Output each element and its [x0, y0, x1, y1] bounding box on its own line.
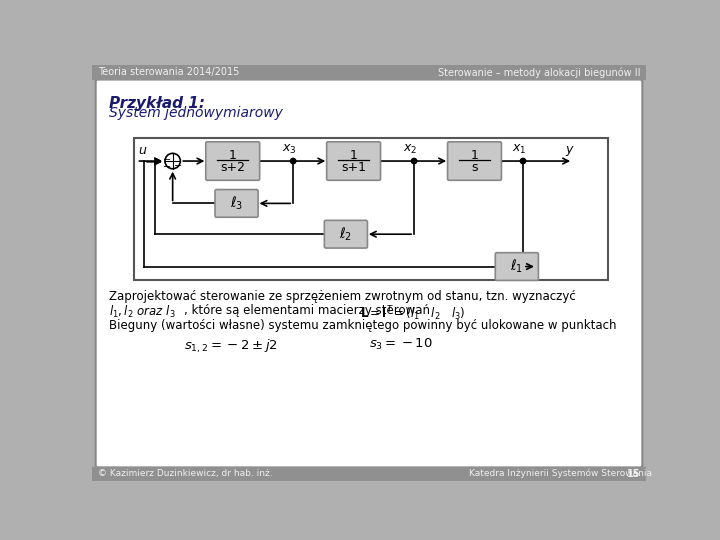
Circle shape — [411, 158, 417, 164]
Text: 1: 1 — [471, 149, 478, 162]
Text: $\ell_2$: $\ell_2$ — [339, 226, 353, 243]
Text: $l_1, l_2\ \mathit{oraz}\ l_3$: $l_1, l_2\ \mathit{oraz}\ l_3$ — [109, 304, 175, 320]
Text: Sterowanie – metody alokacji biegunów II: Sterowanie – metody alokacji biegunów II — [438, 68, 640, 78]
Text: 1: 1 — [350, 149, 358, 162]
Text: Teoria sterowania 2014/2015: Teoria sterowania 2014/2015 — [98, 68, 239, 78]
Text: s+1: s+1 — [341, 161, 366, 174]
Text: 1: 1 — [229, 149, 237, 162]
Text: System jednowymiarowy: System jednowymiarowy — [109, 106, 283, 120]
Text: $s_3 = -10$: $s_3 = -10$ — [369, 338, 433, 353]
FancyBboxPatch shape — [215, 190, 258, 217]
Text: Zaprojektować sterowanie ze sprzężeniem zwrotnym od stanu, tzn. wyznaczyć: Zaprojektować sterowanie ze sprzężeniem … — [109, 289, 575, 302]
Text: y: y — [565, 143, 572, 156]
FancyBboxPatch shape — [324, 220, 367, 248]
Text: Bieguny (wartości własne) systemu zamkniętego powinny być ulokowane w punktach: Bieguny (wartości własne) systemu zamkni… — [109, 319, 616, 332]
Text: 15: 15 — [626, 469, 640, 478]
Text: s: s — [472, 161, 478, 174]
Text: Katedra Inżynierii Systemów Sterowania: Katedra Inżynierii Systemów Sterowania — [469, 469, 652, 478]
Bar — [134, 138, 608, 280]
Text: u: u — [139, 144, 147, 157]
Bar — [92, 467, 647, 481]
Text: © Kazimierz Duzinkiewicz, dr hab. inż.: © Kazimierz Duzinkiewicz, dr hab. inż. — [98, 469, 273, 478]
FancyBboxPatch shape — [327, 142, 381, 180]
Text: , które są elementami macierzy sterowań: , które są elementami macierzy sterowań — [184, 304, 431, 318]
FancyBboxPatch shape — [206, 142, 260, 180]
Text: $\mathbf{L} = \mathbf{l}^T = \left(l_1 \quad l_2 \quad l_3\right)$: $\mathbf{L} = \mathbf{l}^T = \left(l_1 \… — [360, 304, 465, 323]
FancyBboxPatch shape — [448, 142, 501, 180]
Text: $\ell_1$: $\ell_1$ — [510, 258, 523, 275]
Text: $x_2$: $x_2$ — [403, 143, 418, 156]
Bar — [92, 65, 647, 79]
Text: −: − — [174, 161, 182, 171]
Circle shape — [165, 153, 180, 168]
FancyBboxPatch shape — [495, 253, 539, 280]
Text: $x_1$: $x_1$ — [512, 143, 526, 156]
Text: −: − — [163, 154, 171, 165]
Text: $\ell_3$: $\ell_3$ — [230, 195, 243, 212]
Text: $s_{1,2} = -2 \pm j2$: $s_{1,2} = -2 \pm j2$ — [184, 338, 278, 355]
Text: $x_3$: $x_3$ — [282, 143, 297, 156]
Text: Przykład 1:: Przykład 1: — [109, 96, 204, 111]
Text: s+2: s+2 — [220, 161, 246, 174]
Text: −: − — [163, 162, 171, 172]
Circle shape — [521, 158, 526, 164]
Circle shape — [290, 158, 296, 164]
FancyBboxPatch shape — [96, 79, 642, 468]
